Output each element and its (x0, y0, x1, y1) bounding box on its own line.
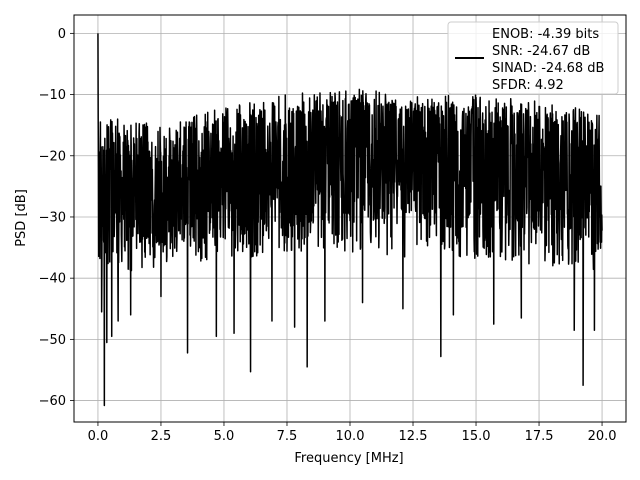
y-tick-label: 0 (58, 27, 66, 42)
y-tick-label: −30 (39, 210, 66, 225)
legend-text-enob: ENOB: -4.39 bits (492, 27, 599, 42)
axis-ticks: 0.0 2.5 5.0 7.5 10.0 12.5 15.0 17.5 20.0 0 −10 −20 −… (39, 27, 617, 444)
y-tick-label: −40 (39, 272, 66, 287)
x-axis-label: Frequency [MHz] (294, 451, 403, 466)
x-tick-label: 20.0 (588, 429, 617, 444)
legend-box (447, 21, 619, 95)
x-tick-label: 7.5 (277, 429, 298, 444)
legend: ENOB: -4.39 bits SNR: -24.67 dB SINAD: -… (447, 21, 619, 95)
x-tick-label: 2.5 (151, 429, 172, 444)
x-tick-label: 10.0 (336, 429, 365, 444)
x-tick-label: 0.0 (88, 429, 109, 444)
legend-text-sfdr: SFDR: 4.92 (492, 78, 564, 93)
y-tick-label: −10 (39, 88, 66, 103)
plot-area (97, 33, 603, 407)
y-axis-label: PSD [dB] (14, 189, 29, 247)
y-tick-label: −20 (39, 149, 66, 164)
y-tick-label: −50 (39, 333, 66, 348)
x-tick-label: 5.0 (214, 429, 235, 444)
x-tick-label: 15.0 (462, 429, 491, 444)
x-tick-label: 12.5 (399, 429, 428, 444)
legend-text-sinad: SINAD: -24.68 dB (492, 61, 604, 76)
y-tick-label: −60 (39, 394, 66, 409)
x-tick-label: 17.5 (525, 429, 554, 444)
psd-series-line (97, 33, 603, 407)
legend-text-snr: SNR: -24.67 dB (492, 44, 590, 59)
